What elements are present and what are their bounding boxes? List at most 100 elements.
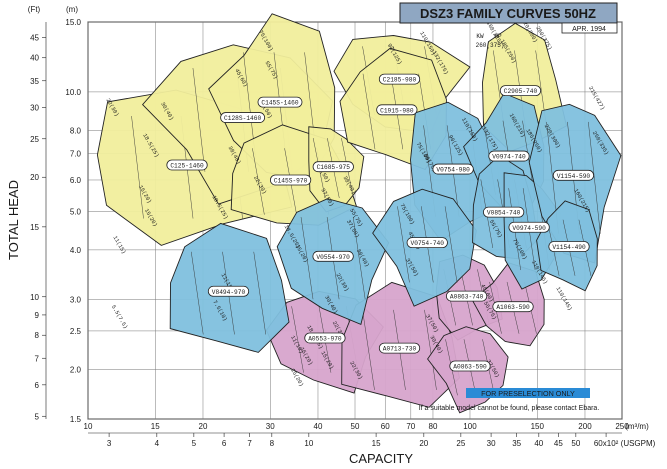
model-name-label: V0854-740 bbox=[487, 210, 521, 217]
model-tag bbox=[483, 206, 525, 218]
model-tag bbox=[312, 161, 354, 173]
model-name-label: V1154-590 bbox=[557, 173, 591, 180]
y-tick-label: 4.0 bbox=[70, 246, 82, 255]
power-curve-line bbox=[362, 309, 375, 390]
chart-title: DSZ3 FAMILY CURVES 50HZ bbox=[420, 6, 596, 21]
legend-hp: HP bbox=[494, 33, 502, 40]
power-curve-line bbox=[131, 116, 144, 219]
preselection-badge bbox=[466, 388, 590, 398]
us-x-tick-label: 10 bbox=[304, 439, 313, 448]
model-name-label: C145S-970 bbox=[274, 177, 308, 184]
model-tag bbox=[548, 241, 590, 252]
power-curve-line bbox=[300, 217, 314, 300]
y-unit-metric: (m) bbox=[66, 5, 78, 14]
preselection-note: FOR PRESELECTION ONLY bbox=[481, 389, 575, 398]
model-name-label: A0863-590 bbox=[453, 364, 487, 371]
y-axis-title: TOTAL HEAD bbox=[6, 180, 21, 260]
chart-date: APR. 1994 bbox=[572, 26, 606, 33]
us-x-tick-label: 3 bbox=[107, 439, 112, 448]
model-name-label: C1685-975 bbox=[317, 164, 351, 171]
power-curve-line bbox=[397, 206, 410, 283]
ft-tick-label: 25 bbox=[30, 135, 39, 144]
x-tick-label: 100 bbox=[463, 422, 477, 431]
us-x-tick-label: 7 bbox=[247, 439, 252, 448]
x-unit-metric: (m³/m) bbox=[625, 422, 649, 431]
model-name-label: V1154-490 bbox=[552, 244, 586, 251]
model-name-label: V0974-590 bbox=[512, 225, 546, 232]
model-tag bbox=[304, 332, 346, 344]
ft-tick-label: 40 bbox=[30, 54, 39, 63]
y-tick-label: 6.0 bbox=[70, 176, 82, 185]
power-curve-line bbox=[253, 251, 266, 335]
model-name-label: C125-1460 bbox=[170, 162, 204, 169]
x-tick-label: 80 bbox=[429, 422, 438, 431]
model-tag bbox=[378, 73, 421, 85]
power-curve-line bbox=[588, 121, 601, 234]
us-x-tick-label: 40 bbox=[534, 439, 543, 448]
model-name-label: A0863-740 bbox=[450, 294, 484, 301]
date-box bbox=[561, 22, 618, 34]
title-box bbox=[399, 2, 618, 24]
model-name-label: V0974-740 bbox=[492, 154, 526, 161]
us-x-tick-label: 30 bbox=[487, 439, 496, 448]
model-name-label: V8494-970 bbox=[212, 289, 246, 296]
y-tick-label: 10.0 bbox=[65, 88, 81, 97]
model-tag bbox=[257, 96, 303, 108]
us-x-tick-label: 15 bbox=[372, 439, 381, 448]
model-name-label: C2905-740 bbox=[504, 88, 538, 95]
x-tick-label: 150 bbox=[531, 422, 545, 431]
power-curve-line bbox=[352, 217, 366, 300]
contact-note: If a suitable model cannot be found, ple… bbox=[419, 405, 600, 412]
x-tick-label: 60 bbox=[381, 422, 390, 431]
x-tick-label: 250 bbox=[615, 422, 629, 431]
ft-tick-label: 6 bbox=[35, 381, 40, 390]
model-name-label: C145S-1460 bbox=[261, 100, 298, 107]
y-tick-label: 8.0 bbox=[70, 126, 82, 135]
model-name-label: V0754-740 bbox=[411, 240, 445, 247]
ft-tick-label: 7 bbox=[35, 354, 40, 363]
model-name-label: C1915-980 bbox=[380, 107, 414, 114]
y-tick-label: 7.0 bbox=[70, 149, 82, 158]
us-x-tick-label: 6 bbox=[222, 439, 227, 448]
y-tick-label: 5.0 bbox=[70, 207, 82, 216]
model-tag bbox=[166, 159, 208, 171]
us-x-tick-label: 25 bbox=[456, 439, 465, 448]
y-tick-label: 1.5 bbox=[70, 415, 82, 424]
x-tick-label: 200 bbox=[578, 422, 592, 431]
y-unit-us: (Ft) bbox=[28, 5, 41, 14]
ft-tick-label: 20 bbox=[30, 173, 39, 182]
ft-tick-label: 15 bbox=[30, 223, 39, 232]
x-tick-label: 70 bbox=[406, 422, 415, 431]
us-x-tick-label: 4 bbox=[155, 439, 160, 448]
x-tick-label: 20 bbox=[199, 422, 208, 431]
power-curve-line bbox=[291, 306, 304, 373]
model-tag bbox=[488, 150, 530, 162]
y-tick-label: 15.0 bbox=[65, 18, 81, 27]
us-x-tick-label: 5 bbox=[192, 439, 197, 448]
model-name-label: C2185-980 bbox=[383, 77, 417, 84]
power-curve-line bbox=[362, 73, 376, 150]
model-tag bbox=[220, 112, 266, 123]
power-curve-line bbox=[191, 251, 204, 335]
model-tag bbox=[552, 169, 595, 181]
model-tag bbox=[312, 250, 354, 262]
model-name-label: A0553-970 bbox=[308, 335, 342, 342]
model-name-label: A0713-730 bbox=[383, 346, 417, 353]
y-tick-label: 2.0 bbox=[70, 365, 82, 374]
power-curve-line bbox=[252, 148, 265, 215]
x-unit-us: (USGPM) bbox=[621, 439, 656, 448]
us-x-tick-label: 20 bbox=[419, 439, 428, 448]
model-name-label: C128S-1460 bbox=[224, 115, 261, 122]
us-x-tick-label: 50 bbox=[571, 439, 580, 448]
y-tick-label: 3.0 bbox=[70, 295, 82, 304]
us-x-tick-label: 60x10² bbox=[594, 439, 619, 448]
x-tick-label: 10 bbox=[84, 422, 93, 431]
x-tick-label: 50 bbox=[351, 422, 360, 431]
ft-tick-label: 10 bbox=[30, 293, 39, 302]
model-name-label: V0554-970 bbox=[316, 254, 350, 261]
model-tag bbox=[492, 301, 534, 313]
model-tag bbox=[432, 163, 474, 175]
y-tick-label: 2.5 bbox=[70, 327, 82, 336]
model-tag bbox=[406, 237, 448, 249]
